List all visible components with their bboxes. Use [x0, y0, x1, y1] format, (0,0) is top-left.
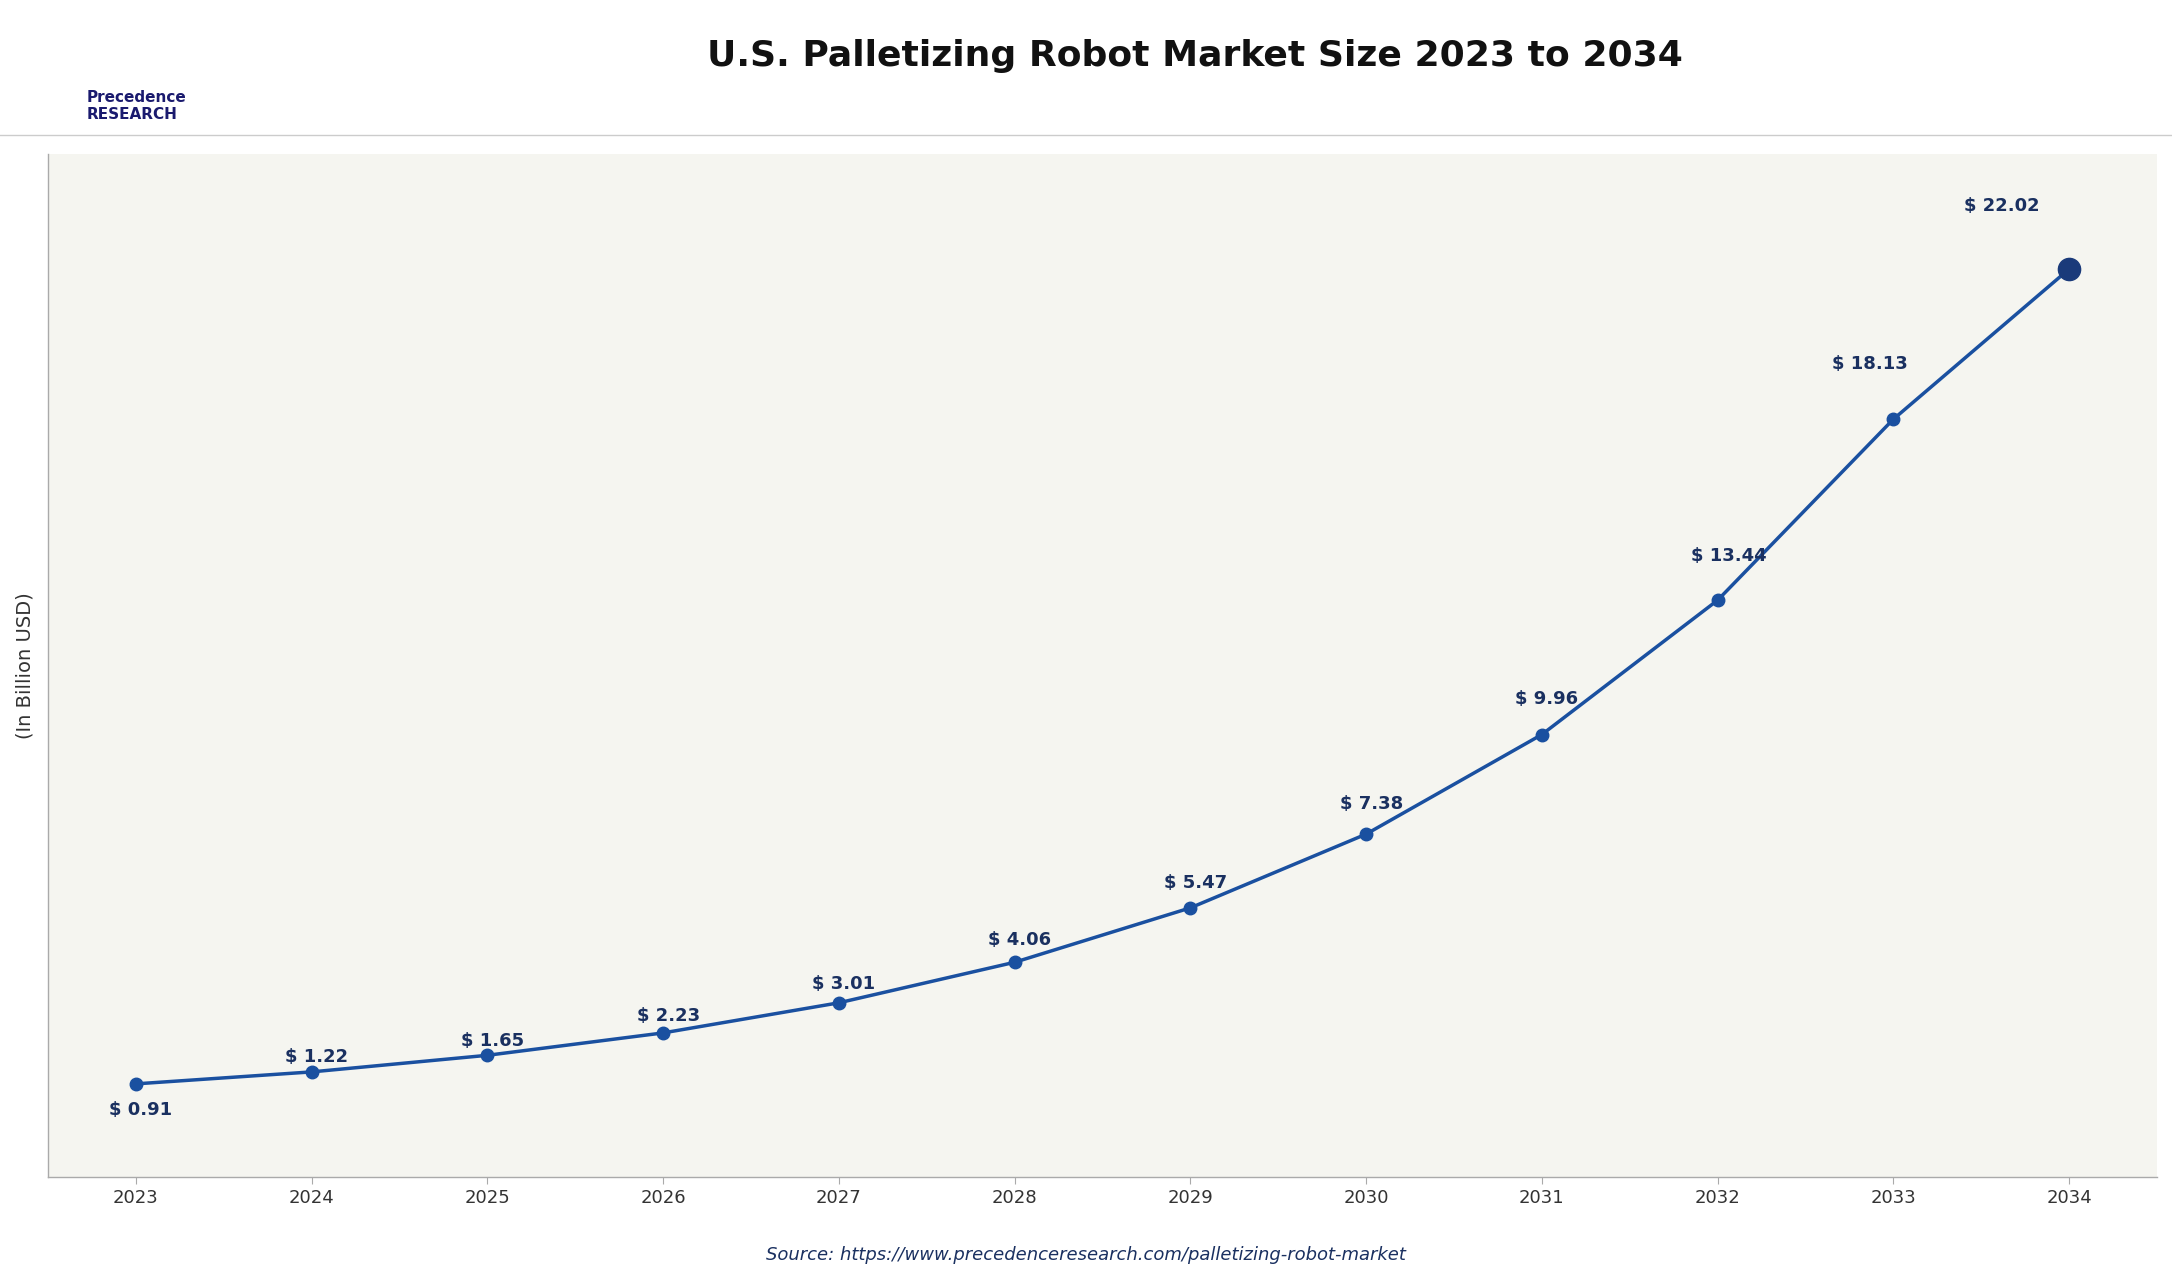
Text: $ 0.91: $ 0.91 — [109, 1101, 172, 1119]
Text: $ 5.47: $ 5.47 — [1164, 874, 1227, 892]
Text: $ 18.13: $ 18.13 — [1831, 355, 1907, 373]
Text: $ 2.23: $ 2.23 — [636, 1007, 699, 1025]
Text: $ 7.38: $ 7.38 — [1340, 795, 1403, 813]
Text: $ 1.65: $ 1.65 — [460, 1031, 523, 1049]
Text: Precedence
RESEARCH: Precedence RESEARCH — [87, 90, 187, 122]
Y-axis label: (In Billion USD): (In Billion USD) — [15, 592, 35, 739]
Text: Source: https://www.precedenceresearch.com/palletizing-robot-market: Source: https://www.precedenceresearch.c… — [767, 1246, 1405, 1264]
Text: $ 22.02: $ 22.02 — [1963, 197, 2040, 215]
Text: $ 4.06: $ 4.06 — [988, 931, 1051, 949]
Text: $ 1.22: $ 1.22 — [285, 1048, 348, 1066]
Text: U.S. Palletizing Robot Market Size 2023 to 2034: U.S. Palletizing Robot Market Size 2023 … — [706, 39, 1683, 72]
Text: $ 3.01: $ 3.01 — [812, 975, 875, 993]
Text: $ 9.96: $ 9.96 — [1516, 689, 1579, 707]
Text: $ 13.44: $ 13.44 — [1692, 548, 1766, 566]
